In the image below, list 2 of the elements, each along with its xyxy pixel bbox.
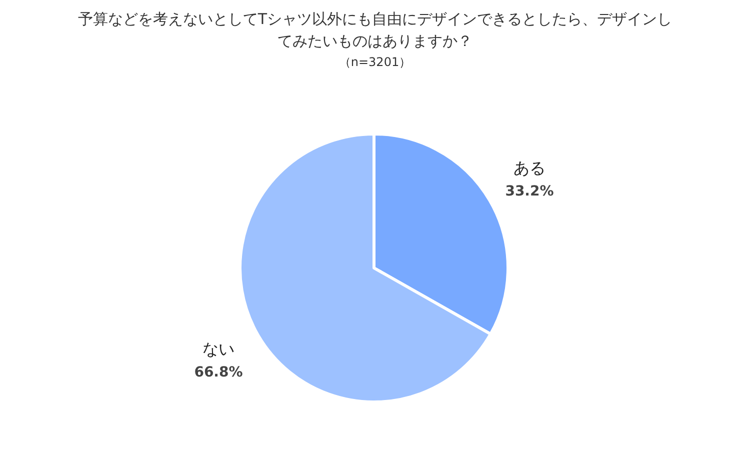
chart-subtitle: （n=3201）	[338, 54, 412, 71]
chart-title: 予算などを考えないとしてTシャツ以外にも自由にデザインできるとしたら、デザインしてみたいものはありますか？	[76, 9, 674, 52]
